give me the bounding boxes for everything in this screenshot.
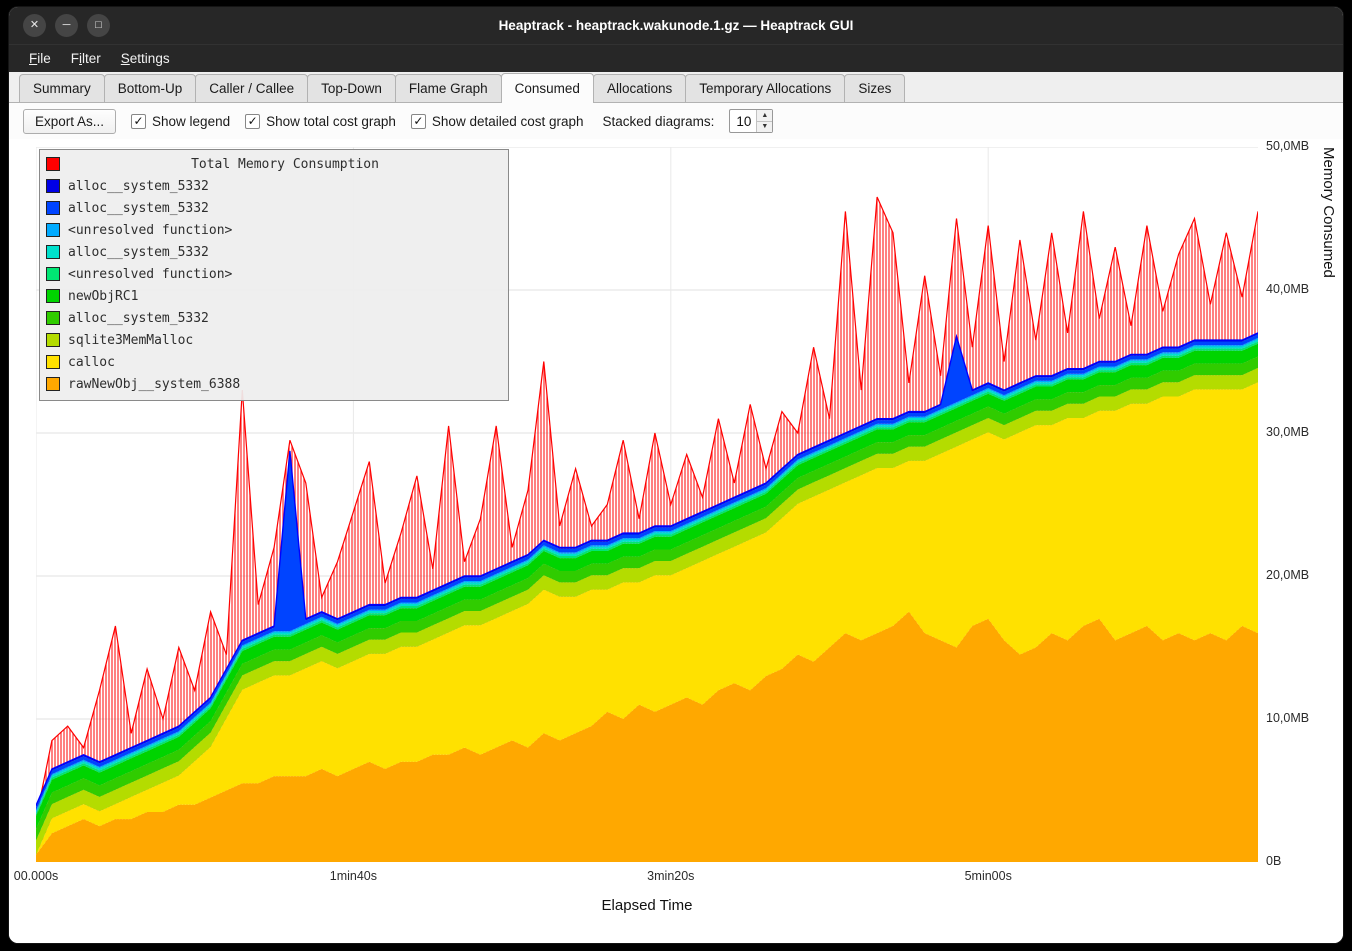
legend-label: <unresolved function> <box>68 222 233 238</box>
checkbox-show-legend[interactable]: ✓ Show legend <box>131 113 231 129</box>
legend-swatch <box>46 311 60 325</box>
tab-summary[interactable]: Summary <box>19 74 105 102</box>
legend-item-alloc-system-5332: alloc__system_5332 <box>46 197 502 219</box>
legend-label: <unresolved function> <box>68 266 233 282</box>
x-axis-title: Elapsed Time <box>601 897 693 914</box>
legend-label: calloc <box>68 354 115 370</box>
legend-item-alloc-system-5332: alloc__system_5332 <box>46 175 502 197</box>
checkbox-label: Show legend <box>152 113 231 129</box>
checkmark-icon: ✓ <box>410 113 426 129</box>
spin-down-button[interactable]: ▼ <box>757 121 773 132</box>
chart-legend: Total Memory Consumption alloc__system_53… <box>39 149 509 401</box>
legend-label: rawNewObj__system_6388 <box>68 376 241 392</box>
checkmark-icon: ✓ <box>245 113 261 129</box>
x-tick-label: 3min20s <box>647 869 695 883</box>
checkbox-label: Show detailed cost graph <box>431 113 584 129</box>
legend-swatch <box>46 377 60 391</box>
toolbar: Export As... ✓ Show legend ✓ Show total cos… <box>9 103 1343 139</box>
close-button[interactable]: ✕ <box>23 14 46 37</box>
spinbox-buttons: ▲ ▼ <box>756 110 773 132</box>
checkbox-group: ✓ Show legend ✓ Show total cost graph ✓ Show … <box>131 113 584 129</box>
export-as-button[interactable]: Export As... <box>23 108 117 134</box>
legend-item-newobjrc1: newObjRC1 <box>46 285 502 307</box>
minimize-button[interactable]: ─ <box>55 14 78 37</box>
legend-item-unresolved-function: <unresolved function> <box>46 219 502 241</box>
y-tick-label: 30,0MB <box>1266 425 1310 439</box>
y-tick-label: 10,0MB <box>1266 711 1310 725</box>
menu-file[interactable]: File <box>29 51 51 66</box>
maximize-icon: □ <box>95 19 102 31</box>
spin-up-button[interactable]: ▲ <box>757 110 773 122</box>
legend-swatch <box>46 333 60 347</box>
legend-swatch <box>46 179 60 193</box>
tab-temporary-allocations[interactable]: Temporary Allocations <box>685 74 846 102</box>
x-tick-label: 1min40s <box>329 869 378 883</box>
legend-label: sqlite3MemMalloc <box>68 332 194 348</box>
tab-caller-callee[interactable]: Caller / Callee <box>195 74 309 102</box>
window-title: Heaptrack - heaptrack.wakunode.1.gz — He… <box>498 18 854 33</box>
tab-consumed[interactable]: Consumed <box>500 73 594 103</box>
checkbox-label: Show total cost graph <box>266 113 396 129</box>
tab-allocations[interactable]: Allocations <box>592 74 687 102</box>
x-tick-label: 5min00s <box>964 869 1012 883</box>
legend-item-rawnewobj-system-6388: rawNewObj__system_6388 <box>46 373 502 395</box>
chart-canvas[interactable] <box>36 147 1258 862</box>
tab-top-down[interactable]: Top-Down <box>307 74 396 102</box>
stacked-diagrams-label: Stacked diagrams: <box>602 113 715 129</box>
y-tick-label: 20,0MB <box>1266 568 1310 582</box>
legend-item-alloc-system-5332: alloc__system_5332 <box>46 307 502 329</box>
minimize-icon: ─ <box>62 19 71 31</box>
legend-swatch <box>46 223 60 237</box>
legend-label: Total Memory Consumption <box>191 156 379 172</box>
tab-bar: Summary Bottom-Up Caller / Callee Top-Down F… <box>9 72 1343 103</box>
legend-item-total-memory-consumption: Total Memory Consumption <box>46 153 502 175</box>
menu-items: File Filter Settings <box>19 47 180 70</box>
y-tick-label: 0B <box>1266 854 1282 868</box>
legend-swatch <box>46 157 60 171</box>
legend-swatch <box>46 267 60 281</box>
legend-item-sqlite3memmalloc: sqlite3MemMalloc <box>46 329 502 351</box>
legend-item-calloc: calloc <box>46 351 502 373</box>
y-tick-label: 50,0MB <box>1266 139 1310 153</box>
legend-swatch <box>46 245 60 259</box>
legend-label: alloc__system_5332 <box>68 178 209 194</box>
stacked-diagrams-spinbox[interactable]: 10 ▲ ▼ <box>729 109 774 133</box>
tab-sizes[interactable]: Sizes <box>844 74 906 102</box>
checkbox-show-total-cost-graph[interactable]: ✓ Show total cost graph <box>245 113 396 129</box>
chart-plot-area[interactable] <box>36 147 1258 862</box>
app-window: ✕ ─ □ Heaptrack - heaptrack.wakunode.1.gz … <box>9 7 1343 943</box>
y-axis-title: Memory Consumed <box>1320 147 1337 278</box>
legend-item-unresolved-function: <unresolved function> <box>46 263 502 285</box>
menu-settings[interactable]: Settings <box>120 51 170 66</box>
legend-label: alloc__system_5332 <box>68 244 209 260</box>
legend-label: newObjRC1 <box>68 288 139 304</box>
y-tick-label: 40,0MB <box>1266 282 1310 296</box>
maximize-button[interactable]: □ <box>87 14 110 37</box>
consumed-chart: Total Memory Consumption alloc__system_53… <box>9 139 1343 943</box>
legend-item-alloc-system-5332: alloc__system_5332 <box>46 241 502 263</box>
checkmark-icon: ✓ <box>131 113 147 129</box>
checkbox-show-detailed-cost-graph[interactable]: ✓ Show detailed cost graph <box>410 113 584 129</box>
menu-filter[interactable]: Filter <box>70 51 101 66</box>
close-icon: ✕ <box>29 19 40 31</box>
x-tick-label: 00.000s <box>13 869 59 883</box>
legend-label: alloc__system_5332 <box>68 200 209 216</box>
window-controls: ✕ ─ □ <box>23 7 110 44</box>
legend-swatch <box>46 355 60 369</box>
legend-swatch <box>46 201 60 215</box>
spinbox-value[interactable]: 10 <box>736 113 752 129</box>
tab-bottom-up[interactable]: Bottom-Up <box>103 74 197 102</box>
legend-label: alloc__system_5332 <box>68 310 209 326</box>
titlebar: ✕ ─ □ Heaptrack - heaptrack.wakunode.1.gz … <box>9 7 1343 44</box>
tab-flame-graph[interactable]: Flame Graph <box>394 74 502 102</box>
menubar: File Filter Settings <box>9 44 1343 72</box>
legend-swatch <box>46 289 60 303</box>
